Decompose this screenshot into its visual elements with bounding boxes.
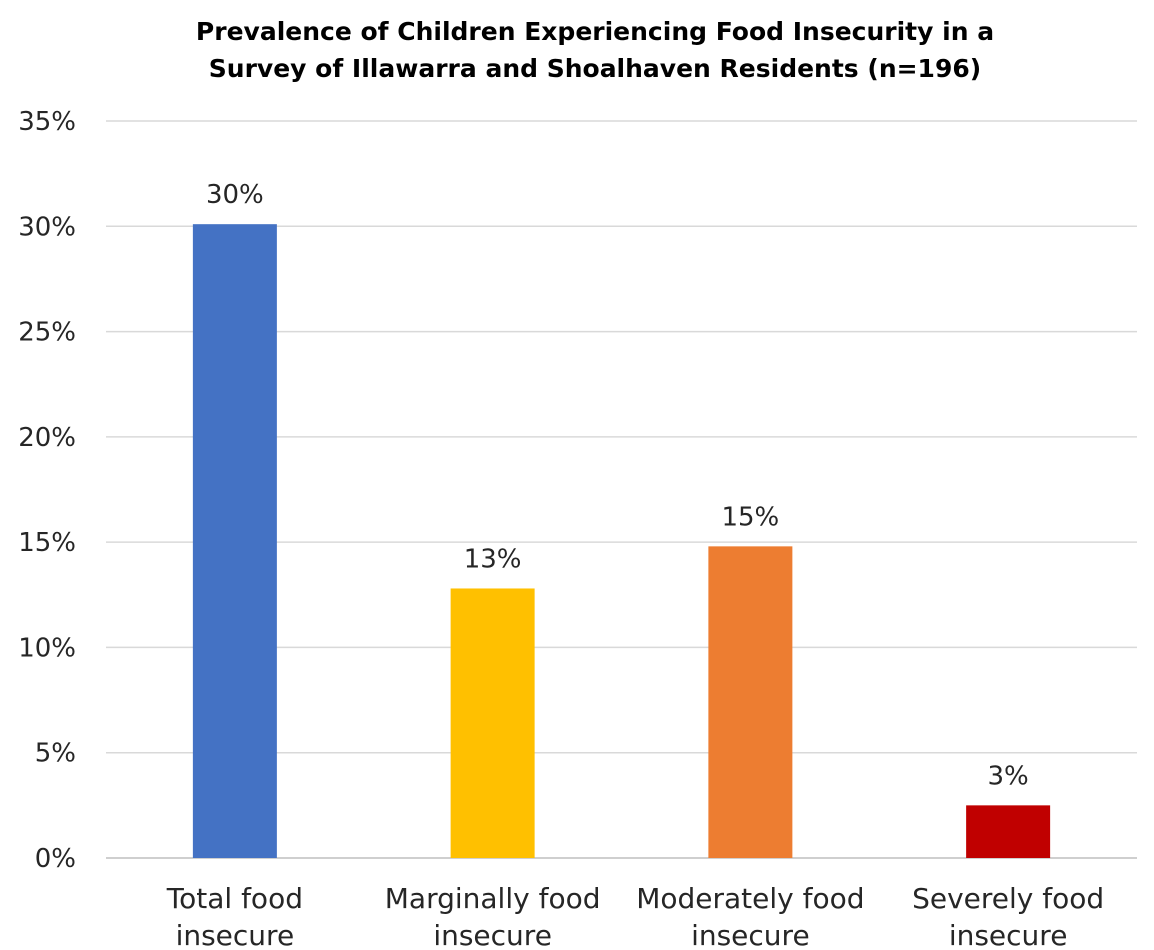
x-tick-label: Total food insecure	[166, 882, 303, 950]
y-tick-label: 20%	[18, 423, 76, 453]
chart-title-line-2: Survey of Illawarra and Shoalhaven Resid…	[209, 54, 981, 83]
bar	[450, 588, 535, 858]
y-tick-label: 0%	[35, 844, 76, 874]
x-tick-label: Severely food insecure	[912, 882, 1104, 950]
x-axis-category-labels: Total food insecure Marginally food insecur…	[166, 882, 1104, 950]
x-tick-label: Moderately food insecure	[636, 882, 864, 950]
y-tick-label: 30%	[18, 212, 76, 242]
data-label: 30%	[206, 180, 264, 210]
bar	[708, 546, 793, 858]
y-tick-label: 10%	[18, 633, 76, 663]
gridlines	[106, 120, 1137, 859]
data-label: 15%	[721, 502, 779, 532]
bar	[966, 805, 1051, 858]
y-tick-label: 25%	[18, 318, 76, 348]
data-label: 3%	[988, 761, 1029, 791]
x-tick-label: Marginally food insecure	[385, 882, 601, 950]
bar	[192, 224, 277, 858]
chart-title-line-1: Prevalence of Children Experiencing Food…	[196, 17, 994, 46]
data-label: 13%	[464, 544, 522, 574]
bars	[192, 224, 1051, 858]
y-axis-tick-labels: 0% 5% 10% 15% 20% 25% 30% 35%	[18, 107, 76, 874]
y-tick-label: 5%	[35, 739, 76, 769]
data-labels: 30% 13% 15% 3%	[206, 180, 1029, 791]
chart-title: Prevalence of Children Experiencing Food…	[196, 17, 994, 83]
y-tick-label: 35%	[18, 107, 76, 137]
y-tick-label: 15%	[18, 528, 76, 558]
